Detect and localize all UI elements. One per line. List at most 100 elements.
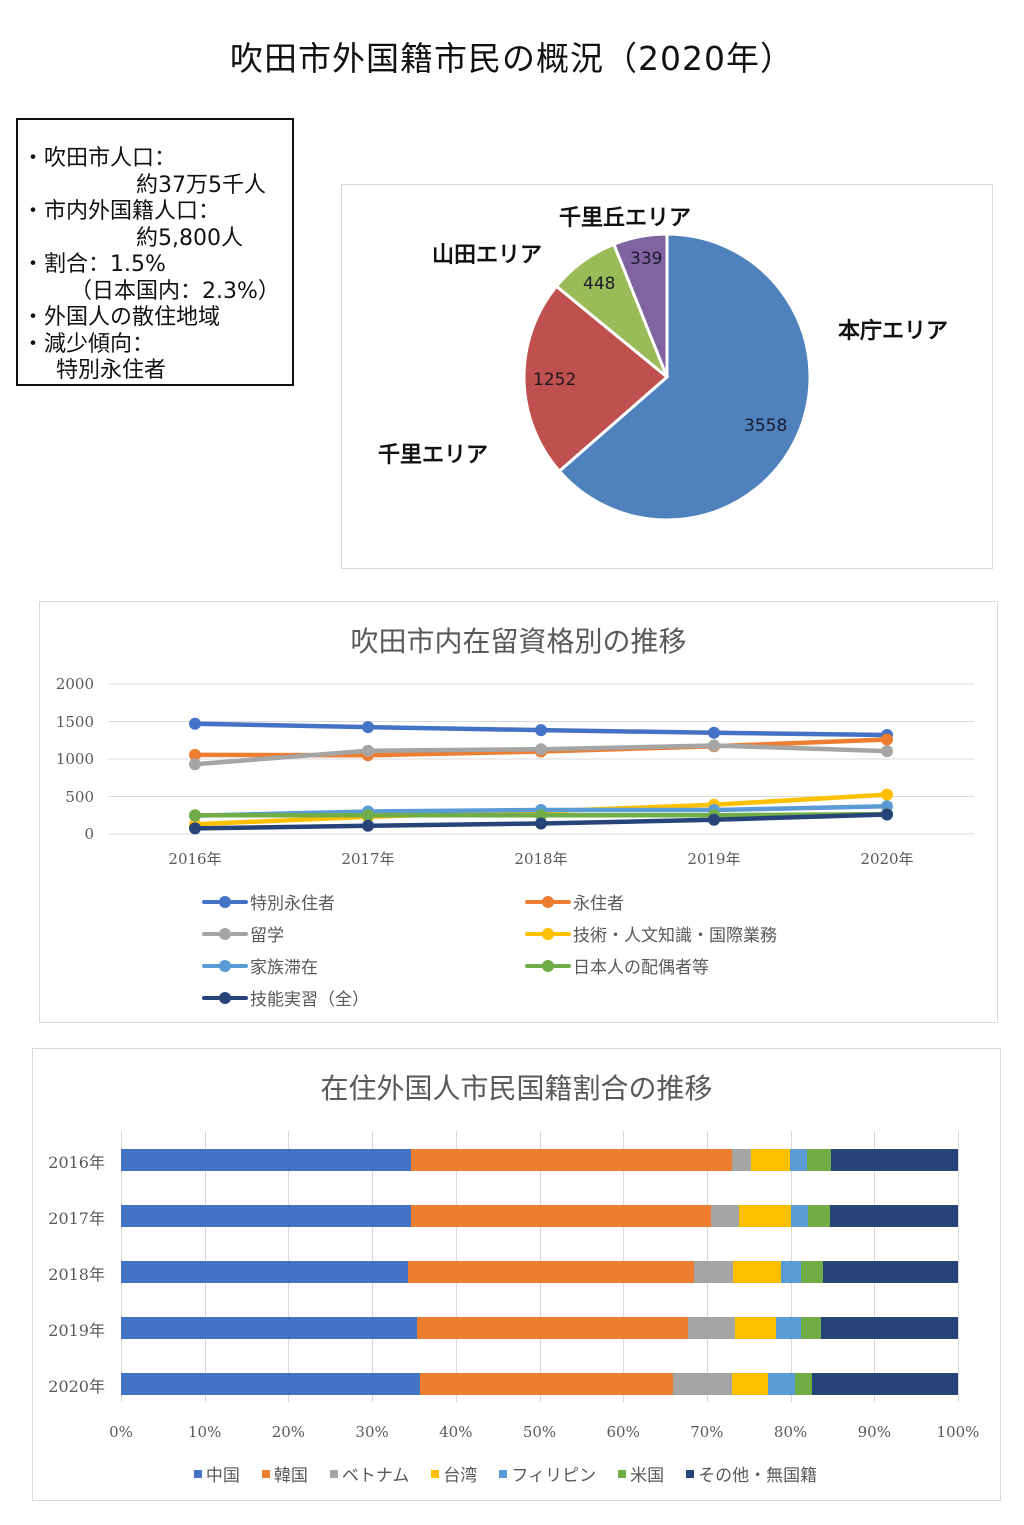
legend-square-icon: [618, 1469, 627, 1478]
legend-usa: 米国: [618, 1461, 664, 1486]
x-tick-2018: 2018年: [514, 850, 568, 868]
info-line-special-permanent: 特別永住者: [56, 358, 167, 383]
x-tick-2020: 2020年: [860, 850, 914, 868]
bar-segment: [807, 1149, 831, 1171]
legend-permanent: 永住者: [525, 889, 624, 914]
bar-segment: [738, 1205, 791, 1227]
bar-2018: [121, 1261, 958, 1283]
legend-other-stateless: その他・無国籍: [686, 1461, 817, 1486]
legend-square-icon: [329, 1469, 338, 1478]
bar-segment: [417, 1317, 689, 1339]
bar-2020: [121, 1373, 958, 1395]
legend-special-permanent: 特別永住者: [202, 889, 335, 914]
y-tick-0: 0: [84, 825, 94, 843]
y-label-2017: 2017年: [48, 1209, 105, 1228]
bar-segment: [801, 1317, 821, 1339]
pie-label-yamada: 山田エリア: [432, 243, 543, 268]
bar-segment: [735, 1317, 776, 1339]
legend-square-icon: [499, 1469, 508, 1478]
bar-segment: [808, 1205, 830, 1227]
x-tick-2019: 2019年: [687, 850, 741, 868]
legend-label: 留学: [250, 926, 284, 946]
pie-slice: [611, 232, 669, 378]
y-label-2018: 2018年: [48, 1265, 105, 1284]
bar-chart-legend: 中国 韓国 ベトナム 台湾 フィリピン 米国 その他・無国籍: [33, 1461, 1000, 1486]
legend-vietnam: ベトナム: [329, 1461, 410, 1486]
bar-chart-title: 在住外国人市民国籍割合の推移: [320, 1072, 713, 1105]
nationality-share-bar-chart: 在住外国人市民国籍割合の推移 2016年 2017年 2018年 2019年 2…: [32, 1048, 1001, 1501]
legend-label: 中国: [205, 1466, 240, 1486]
bar-2019: [121, 1317, 958, 1339]
pie-slice: [557, 232, 812, 522]
bar-segment: [781, 1261, 802, 1283]
x-tick-percent: 50%: [522, 1423, 557, 1441]
x-tick-percent: 90%: [857, 1423, 891, 1441]
y-label-2016: 2016年: [48, 1153, 105, 1172]
bar-segment: [411, 1149, 732, 1171]
bar-segment: [794, 1373, 813, 1395]
legend-label: その他・無国籍: [698, 1466, 818, 1486]
bar-segment: [408, 1261, 695, 1283]
x-tick-percent: 100%: [936, 1423, 980, 1441]
pie-value-yamada: 448: [583, 274, 616, 294]
x-tick-percent: 60%: [606, 1423, 640, 1441]
bar-segment: [688, 1317, 736, 1339]
bar-segment: [775, 1317, 802, 1339]
bar-segment: [823, 1261, 958, 1283]
legend-line-marker-icon: [202, 959, 248, 972]
info-line-decreasing-trend: ・減少傾向：: [22, 331, 155, 357]
page-title: 吹田市外国籍市民の概況（2020年）: [230, 39, 794, 78]
legend-label: 家族滞在: [250, 958, 318, 978]
bar-segment: [790, 1205, 809, 1227]
legend-square-icon: [261, 1469, 270, 1478]
legend-spouse-of-japanese: 日本人の配偶者等: [525, 953, 709, 978]
pie-chart-graphic: [522, 232, 812, 522]
bar-segment: [121, 1205, 411, 1227]
bar-segment: [672, 1373, 732, 1395]
pie-value-senrioka: 339: [630, 249, 663, 269]
legend-label: ベトナム: [341, 1466, 410, 1486]
info-line-foreign-population-label: ・市内外国籍人口：: [22, 199, 221, 224]
info-line-foreign-population-value: 約5,800人: [136, 225, 243, 251]
vertical-gridline: [958, 1131, 959, 1402]
y-tick-2000: 2000: [55, 675, 94, 693]
legend-label: 日本人の配偶者等: [573, 958, 709, 978]
y-tick-1000: 1000: [55, 750, 94, 768]
legend-china: 中国: [193, 1461, 240, 1486]
legend-label: 米国: [630, 1466, 665, 1486]
line-chart-title: 吹田市内在留資格別の推移: [350, 625, 687, 658]
bar-segment: [830, 1149, 958, 1171]
bar-segment: [121, 1317, 418, 1339]
x-tick-percent: 20%: [271, 1423, 306, 1441]
pie-value-senri: 1252: [533, 370, 577, 390]
legend-line-marker-icon: [525, 959, 571, 972]
legend-student: 留学: [202, 921, 284, 946]
legend-line-marker-icon: [525, 895, 571, 908]
y-label-2020: 2020年: [48, 1377, 105, 1396]
pie-label-senri: 千里エリア: [378, 443, 489, 468]
legend-philippines: フィリピン: [499, 1461, 596, 1486]
bar-2017: [121, 1205, 958, 1227]
info-line-city-population-label: ・吹田市人口：: [22, 146, 177, 171]
residence-status-line-chart: 吹田市内在留資格別の推移 2000 1500 1000 500 0 2016年 …: [39, 601, 998, 1023]
bar-segment: [801, 1261, 824, 1283]
bar-2016: [121, 1149, 958, 1171]
x-tick-2016: 2016年: [168, 850, 222, 868]
x-tick-2017: 2017年: [341, 850, 395, 868]
x-tick-percent: 10%: [188, 1423, 222, 1441]
bar-segment: [812, 1373, 958, 1395]
pie-label-honcho: 本庁エリア: [838, 319, 949, 344]
legend-line-marker-icon: [202, 895, 248, 908]
legend-technical-intern: 技能実習（全）: [202, 985, 369, 1010]
legend-square-icon: [686, 1469, 695, 1478]
summary-info-box: ・吹田市人口： 約37万5千人 ・市内外国籍人口： 約5,800人 ・割合：1.…: [16, 118, 294, 386]
legend-korea: 韓国: [261, 1461, 308, 1486]
bar-segment: [731, 1373, 768, 1395]
legend-label: 韓国: [273, 1466, 308, 1486]
legend-line-marker-icon: [525, 927, 571, 940]
bar-segment: [410, 1205, 712, 1227]
area-pie-chart: 千里丘エリア 山田エリア 本庁エリア 千里エリア 339 448 1252 35…: [341, 184, 993, 569]
bar-segment: [711, 1205, 739, 1227]
x-tick-percent: 40%: [439, 1423, 473, 1441]
legend-label: フィリピン: [511, 1466, 597, 1486]
